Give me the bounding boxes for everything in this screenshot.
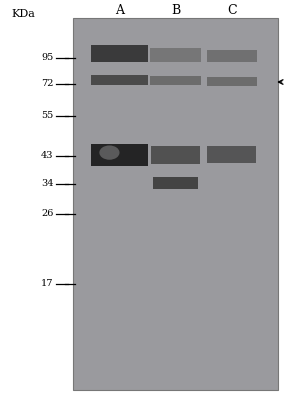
FancyBboxPatch shape — [73, 18, 278, 390]
FancyBboxPatch shape — [207, 50, 257, 62]
Text: 26: 26 — [41, 210, 53, 218]
FancyBboxPatch shape — [91, 75, 147, 85]
FancyBboxPatch shape — [207, 77, 257, 86]
FancyBboxPatch shape — [207, 146, 256, 163]
Text: C: C — [227, 4, 237, 16]
FancyBboxPatch shape — [153, 177, 198, 189]
Text: A: A — [115, 4, 124, 16]
FancyBboxPatch shape — [151, 146, 200, 164]
FancyBboxPatch shape — [150, 76, 201, 85]
Text: 17: 17 — [41, 280, 53, 288]
Ellipse shape — [99, 146, 120, 160]
FancyBboxPatch shape — [150, 48, 201, 62]
FancyBboxPatch shape — [91, 144, 147, 166]
Text: 55: 55 — [41, 112, 53, 120]
Text: KDa: KDa — [11, 9, 35, 19]
FancyBboxPatch shape — [91, 45, 147, 62]
Text: 34: 34 — [41, 180, 53, 188]
Text: 43: 43 — [41, 152, 53, 160]
Text: 72: 72 — [41, 80, 53, 88]
Text: 95: 95 — [41, 54, 53, 62]
Text: B: B — [171, 4, 180, 16]
